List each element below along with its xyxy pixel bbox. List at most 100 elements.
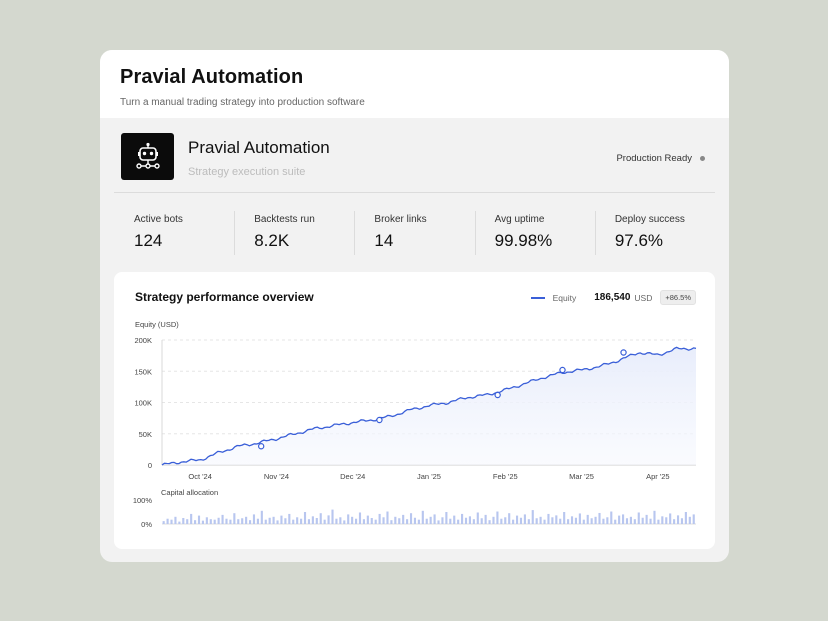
allocation-bar <box>519 517 523 524</box>
allocation-bar <box>355 518 358 524</box>
allocation-bar <box>174 516 177 524</box>
allocation-bar <box>421 510 424 524</box>
page-subtitle: Turn a manual trading strategy into prod… <box>120 97 365 108</box>
stat-label: Backtests run <box>254 214 315 225</box>
equity-marker <box>257 443 265 450</box>
allocation-bar <box>633 519 636 524</box>
equity-chart: 0 50K 100K 150K 200K Oct '24 Nov '24 Dec '24 Jan… <box>133 336 697 529</box>
allocation-bar <box>680 518 684 524</box>
allocation-bar <box>484 514 487 524</box>
allocation-bar <box>625 518 629 524</box>
allocation-bar <box>543 519 546 524</box>
allocation-bar <box>433 514 436 524</box>
allocation-bar <box>551 517 554 524</box>
legend-line-icon <box>530 296 545 299</box>
allocation-bar <box>508 513 511 524</box>
allocation-bar <box>221 514 224 524</box>
allocation-bar <box>618 515 621 524</box>
allocation-bar <box>657 519 660 524</box>
allocation-bar <box>492 516 495 524</box>
stat-active-bots: Active bots 124 <box>114 193 234 271</box>
allocation-bar <box>386 511 389 524</box>
currency-label: USD <box>634 292 653 303</box>
x-tick-label: Apr '25 <box>646 472 670 481</box>
allocation-bar <box>476 512 479 524</box>
allocation-bar <box>284 518 287 524</box>
allocation-bar <box>614 519 617 524</box>
allocation-bar <box>394 516 397 524</box>
allocation-bar <box>661 516 664 524</box>
stat-broker-links: Broker links 14 <box>354 193 474 271</box>
stat-backtests-run: Backtests run 8.2K <box>234 193 354 271</box>
card-header: Pravial Automation Turn a manual trading… <box>100 50 729 118</box>
allocation-bar <box>567 519 570 524</box>
allocation-bar <box>300 518 303 524</box>
allocation-bar <box>527 519 530 524</box>
legend-label: Equity <box>552 292 577 303</box>
allocation-bar <box>197 515 201 524</box>
allocation-bar <box>194 520 197 524</box>
stat-value: 97.6% <box>614 231 664 250</box>
allocation-bar <box>437 520 440 524</box>
delta-badge: +86.5% <box>660 290 696 305</box>
brand-name: Pravial Automation <box>188 138 330 157</box>
allocation-bar <box>563 512 566 524</box>
allocation-bar <box>182 518 185 524</box>
allocation-bar <box>598 512 601 524</box>
stat-value: 14 <box>374 231 394 250</box>
performance-panel: Strategy performance overview Equity 186… <box>114 272 715 549</box>
allocation-bar <box>331 509 334 524</box>
allocation-bar <box>429 516 432 524</box>
allocation-bar <box>461 513 464 524</box>
brand-tagline: Strategy execution suite <box>188 166 306 178</box>
allocation-bar <box>464 517 468 524</box>
allocation-bar <box>217 517 220 524</box>
allocation-bar <box>468 516 471 524</box>
allocation-bar <box>256 518 259 524</box>
allocation-bar <box>162 521 165 524</box>
allocation-bar <box>594 516 597 524</box>
allocation-tick-label: 0% <box>141 520 152 529</box>
allocation-bar <box>398 518 401 524</box>
allocation-bar <box>515 515 519 524</box>
dashboard-card: Pravial Automation Turn a manual trading… <box>100 50 729 562</box>
stat-label: Avg uptime <box>494 214 545 225</box>
allocation-bar <box>170 519 173 524</box>
allocation-bar <box>590 518 593 524</box>
allocation-bar <box>480 518 483 524</box>
allocation-bar <box>457 519 460 524</box>
allocation-bar <box>190 513 193 524</box>
allocation-bar <box>570 516 574 524</box>
allocation-bar <box>578 513 581 524</box>
stats-row: Active bots 124 Backtests run 8.2K Broke… <box>114 193 715 271</box>
allocation-bar <box>413 517 417 524</box>
equity-line <box>161 346 697 466</box>
allocation-bar <box>688 516 691 524</box>
y-tick-label: 0 <box>148 461 152 470</box>
allocation-bar <box>233 513 236 524</box>
allocation-bar <box>531 510 534 524</box>
x-tick-label: Nov '24 <box>264 472 289 481</box>
allocation-bar <box>512 519 515 524</box>
stat-label: Active bots <box>134 214 183 225</box>
allocation-bar <box>178 521 181 524</box>
allocation-bar <box>335 518 338 524</box>
allocation-bar <box>370 518 373 524</box>
allocation-bar <box>351 516 354 524</box>
allocation-bar <box>241 518 244 524</box>
stat-value: 99.98% <box>494 231 553 250</box>
current-value: 186,540 <box>594 292 631 303</box>
allocation-bar <box>319 513 322 524</box>
allocation-bar <box>665 517 668 524</box>
allocation-bar <box>362 519 365 524</box>
stat-deploy-success: Deploy success 97.6% <box>594 193 715 271</box>
allocation-bar <box>535 518 538 524</box>
allocation-bar <box>669 513 672 524</box>
allocation-bar <box>622 514 625 524</box>
chart-legend: Equity 186,540 USD +86.5% <box>530 290 696 305</box>
allocation-bar <box>315 518 318 524</box>
equity-marker <box>376 416 383 424</box>
allocation-bar <box>229 519 232 524</box>
allocation-bar <box>347 514 350 524</box>
stat-value: 8.2K <box>254 231 290 250</box>
